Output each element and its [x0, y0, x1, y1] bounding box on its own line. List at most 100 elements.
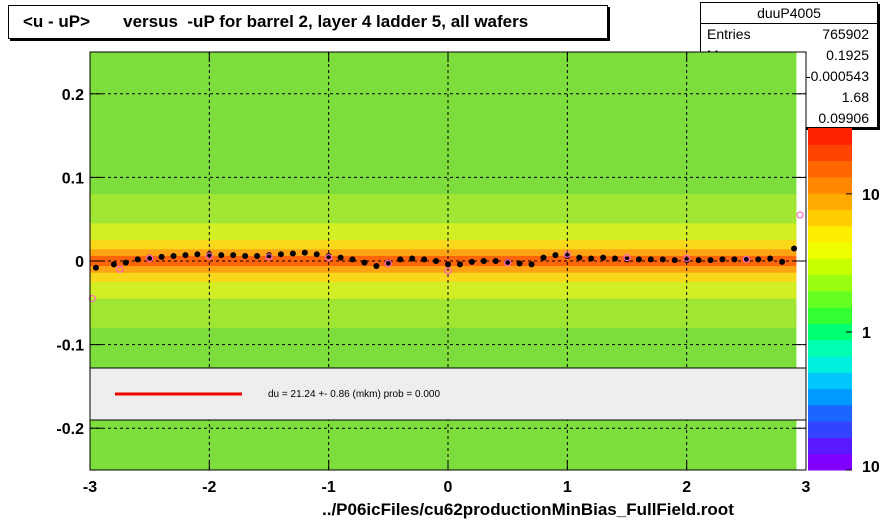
palette-segment [808, 290, 852, 308]
profile-point-black [647, 256, 654, 263]
profile-point-black [719, 256, 726, 263]
stat-value: 0.09906 [818, 110, 869, 126]
profile-point-black [743, 256, 750, 263]
x-tick-label: 1 [563, 479, 572, 496]
profile-point-black [230, 252, 237, 259]
profile-point-pink [444, 267, 452, 275]
profile-point-black [337, 254, 344, 261]
profile-point-black [480, 258, 487, 264]
profile-point-black [600, 254, 607, 261]
palette-segment [808, 160, 852, 178]
profile-point-black [468, 258, 475, 265]
profile-point-black [671, 257, 678, 264]
profile-point-black [456, 261, 463, 268]
profile-point-black [397, 256, 404, 263]
profile-point-pink [623, 254, 631, 262]
stat-value: -0.000543 [805, 68, 869, 84]
profile-point-black [421, 256, 428, 263]
palette-segment [808, 128, 852, 145]
stat-value: 0.1925 [826, 47, 869, 63]
profile-point-black [612, 255, 619, 262]
palette-segment [808, 323, 852, 341]
profile-point-black [92, 264, 99, 271]
profile-point-black [170, 252, 177, 259]
y-tick-label: 0.2 [62, 87, 84, 104]
profile-point-black [349, 256, 356, 263]
profile-point-black [755, 256, 762, 263]
profile-point-black [218, 252, 225, 259]
palette-segment [808, 437, 852, 455]
heat-band [90, 255, 806, 267]
palette-tick-label: 10 [862, 459, 880, 476]
profile-point-black [122, 259, 129, 266]
footer-filename: ../P06icFiles/cu62productionMinBias_Full… [322, 500, 734, 519]
profile-point-pink [683, 254, 691, 263]
stat-row-entries: Entries 765902 [701, 24, 877, 45]
profile-point-black [313, 251, 320, 258]
x-tick-label: 3 [802, 479, 811, 496]
palette-segment [808, 356, 852, 373]
palette-segment [808, 307, 852, 324]
x-tick-label: -1 [322, 479, 336, 496]
profile-point-black [492, 258, 499, 264]
profile-point-black [182, 252, 189, 259]
profile-point-black [433, 258, 440, 264]
palette-segment [808, 193, 852, 210]
y-tick-label: 0 [75, 254, 84, 271]
profile-point-black [731, 256, 738, 263]
profile-point-black [373, 263, 380, 270]
profile-point-black [194, 251, 201, 258]
palette-segment [808, 388, 852, 406]
y-tick-label: 0.1 [62, 170, 84, 187]
profile-point-pink [384, 259, 392, 268]
profile-point-black [695, 257, 702, 264]
title-box: <u - uP> versus -uP for barrel 2, layer … [8, 5, 608, 39]
profile-point-black [552, 252, 559, 259]
profile-point-pink [265, 253, 273, 261]
palette-tick-label: 1 [862, 325, 871, 342]
profile-point-black [110, 261, 117, 268]
profile-point-black [254, 252, 261, 259]
profile-point-pink [796, 211, 804, 219]
palette-segment [808, 274, 852, 292]
profile-point-black [779, 258, 786, 265]
plot-title: <u - uP> versus -uP for barrel 2, layer … [23, 12, 529, 31]
profile-point-black [289, 250, 296, 257]
stats-name: duuP4005 [701, 3, 877, 24]
palette-segment [808, 421, 852, 438]
profile-point-black [134, 256, 141, 263]
palette-segment [808, 404, 852, 422]
profile-point-pink [116, 265, 124, 273]
profile-markers [88, 211, 804, 303]
color-palette: 10 1 10 [808, 128, 880, 476]
x-tick-label: 0 [444, 479, 453, 496]
x-tick-label: 2 [682, 479, 691, 496]
palette-tick-label: 10 [862, 187, 880, 204]
profile-point-black [540, 254, 547, 261]
profile-point-pink [504, 259, 512, 267]
profile-point-black [767, 255, 774, 262]
fit-legend: du = 21.24 +- 0.86 (mkm) prob = 0.000 [89, 367, 807, 421]
palette-segment [808, 242, 852, 259]
profile-point-black [516, 260, 523, 267]
palette-segment [808, 225, 852, 243]
axes: -3 -2 -1 0 1 2 3 -0.2 -0.1 0 0.1 0.2 [56, 52, 811, 496]
profile-point-black [791, 245, 798, 252]
profile-point-black [659, 256, 666, 263]
profile-point-black [361, 259, 368, 266]
profile-point-pink [88, 295, 96, 303]
stat-value: 1.68 [841, 89, 869, 105]
profile-point-black [301, 249, 308, 256]
profile-point-black [158, 253, 165, 260]
palette-segment [808, 209, 852, 227]
profile-point-pink [563, 250, 571, 258]
profile-point-black [242, 252, 249, 259]
profile-point-black [635, 256, 642, 263]
profile-point-black [576, 254, 583, 261]
stat-value: 765902 [822, 26, 869, 42]
profile-point-black [409, 255, 416, 262]
y-tick-label: -0.1 [56, 338, 84, 355]
profile-point-black [707, 257, 714, 264]
palette-segment [808, 258, 852, 276]
